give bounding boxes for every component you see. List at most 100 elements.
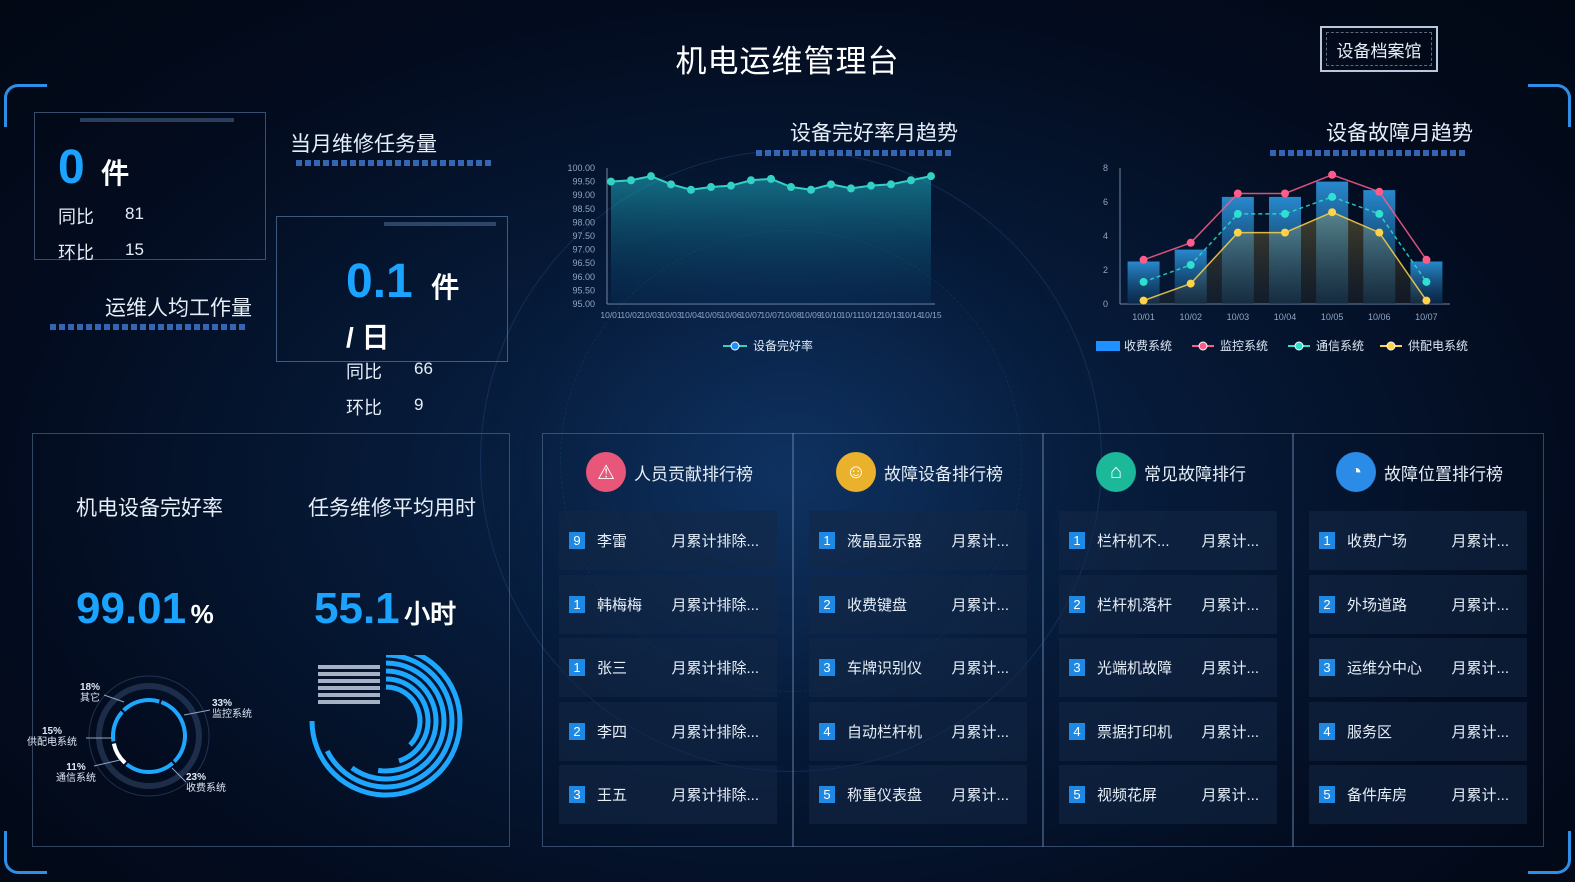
rank-desc: 月累计... [951, 723, 1009, 741]
list-item[interactable]: 1 栏杆机不... 月累计... [1059, 511, 1277, 570]
radial-category-label [318, 672, 380, 676]
monitor-system-point [1233, 189, 1242, 198]
list-item[interactable]: 4 服务区 月累计... [1309, 701, 1527, 761]
monthly-tasks-frame [34, 112, 266, 260]
list-item[interactable]: 1 收费广场 月累计... [1309, 511, 1527, 570]
rank-number: 5 [1319, 786, 1335, 804]
monthly-tasks-title-underline [296, 160, 491, 166]
rank-desc: 月累计排除... [671, 533, 759, 550]
rank-name: 王五 [597, 787, 628, 805]
rank-number: 5 [1069, 786, 1085, 804]
radial-category-label [318, 686, 380, 690]
rank-name: 备件库房 [1347, 787, 1408, 805]
rank-number: 2 [1319, 595, 1335, 613]
rank-desc: 月累计... [951, 787, 1009, 805]
list-item[interactable]: 4 票据打印机 月累计... [1059, 701, 1277, 761]
ranking-list-locations: 1 收费广场 月累计... 2 外场道路 月累计... 3 运维分中心 月累计... 4 服务… [1309, 511, 1527, 829]
legend-swatch [1096, 341, 1120, 351]
list-item[interactable]: 3 王五 月累计排除... [559, 765, 777, 825]
slice-leader-line [171, 767, 187, 783]
ranking-panel-4 [1292, 433, 1544, 847]
per-capita-title: 运维人均工作量 [105, 297, 252, 320]
list-item[interactable]: 5 视频花屏 月累计... [1059, 765, 1277, 825]
slice-percent: 11% [66, 762, 86, 773]
rank-name: 车牌识别仪 [847, 660, 923, 678]
repair-time-value: 55.1 [314, 584, 400, 633]
rank-desc: 月累计排除... [671, 723, 759, 741]
list-item[interactable]: 1 韩梅梅 月累计排除... [559, 574, 777, 634]
list-item[interactable]: 2 收费键盘 月累计... [809, 574, 1027, 634]
rank-desc: 月累计... [1451, 723, 1509, 741]
x-tick-label: 10/06 [1368, 312, 1391, 322]
radial-bar [385, 684, 423, 747]
rank-name: 称重仪表盘 [847, 787, 923, 805]
list-item[interactable]: 9 李雷 月累计排除... [559, 511, 777, 570]
availability-point [667, 180, 675, 189]
power-system-point [1328, 208, 1337, 217]
x-tick-label: 10/07 [740, 310, 762, 320]
per-capita-value-wrap: 0.1 件 [346, 254, 459, 309]
comm-system-point [1186, 260, 1195, 269]
availability-point [707, 183, 715, 192]
list-item[interactable]: 5 备件库房 月累计... [1309, 765, 1527, 825]
x-tick-label: 10/04 [1274, 312, 1297, 322]
list-item[interactable]: 3 车牌识别仪 月累计... [809, 638, 1027, 698]
monthly-tasks-value: 0 [58, 141, 85, 194]
x-tick-label: 10/01 [600, 310, 622, 320]
rank-name: 收费广场 [1347, 533, 1408, 550]
radial-bar [324, 655, 455, 790]
rank-name: 光端机故障 [1097, 660, 1173, 678]
rank-name: 张三 [597, 660, 628, 678]
fault-trend-chart: 8 6 4 2 0 10/01 10/02 10/03 10/04 10/05 10/06 10/07… [1096, 163, 1468, 353]
power-system-point [1139, 296, 1148, 305]
rank-name: 运维分中心 [1347, 660, 1423, 678]
fault-trend-title: 设备故障月趋势 [1326, 122, 1473, 145]
rank-number: 3 [819, 659, 835, 677]
list-item[interactable]: 1 液晶显示器 月累计... [809, 511, 1027, 570]
y-tick-label: 97.00 [572, 245, 595, 255]
y-tick-label: 99.00 [572, 190, 595, 200]
rank-name: 服务区 [1347, 723, 1393, 741]
list-item[interactable]: 4 自动栏杆机 月累计... [809, 701, 1027, 761]
donut-track [96, 683, 202, 789]
monitor-system-point [1186, 238, 1195, 247]
list-item[interactable]: 2 外场道路 月累计... [1309, 574, 1527, 634]
slice-leader-line [183, 709, 211, 716]
list-item[interactable]: 1 张三 月累计排除... [559, 638, 777, 698]
page-title: 机电运维管理台 [675, 44, 900, 79]
rank-desc: 月累计... [1201, 596, 1259, 614]
avg-repair-time-title: 任务维修平均用时 [308, 497, 476, 520]
comm-system-point [1139, 277, 1148, 286]
x-tick-label: 10/14 [900, 310, 922, 320]
list-item[interactable]: 5 称重仪表盘 月累计... [809, 765, 1027, 825]
ranking-title-faults: 常见故障排行 [1144, 464, 1246, 484]
archive-button[interactable]: 设备档案馆 [1320, 26, 1438, 72]
comm-system-point [1233, 209, 1242, 218]
corner-bracket-bottom-left [4, 831, 47, 874]
rank-number: 9 [569, 532, 585, 549]
slice-label: 供配电系统 [27, 735, 77, 748]
slice-percent: 23% [186, 772, 206, 783]
monthly-tasks-mom-value: 15 [125, 240, 144, 259]
list-item[interactable]: 2 李四 月累计排除... [559, 701, 777, 761]
monthly-tasks-value-wrap: 0 件 [58, 140, 129, 195]
availability-point [827, 180, 835, 189]
equipment-availability-title: 机电设备完好率 [76, 497, 223, 520]
x-tick-label: 10/05 [1321, 312, 1344, 322]
rank-desc: 月累计... [951, 660, 1009, 678]
location-icon: ◔ [1336, 452, 1376, 492]
availability-point [847, 184, 855, 193]
list-item[interactable]: 3 运维分中心 月累计... [1309, 638, 1527, 698]
rank-name: 票据打印机 [1097, 723, 1173, 741]
donut-slice [122, 698, 160, 712]
ranking-header-devices: ☺ 故障设备排行榜 [836, 452, 1003, 492]
donut-slice [111, 710, 124, 742]
x-tick-label: 10/03 [640, 310, 662, 320]
slice-percent: 15% [42, 726, 62, 737]
rank-desc: 月累计... [1201, 723, 1259, 741]
list-item[interactable]: 2 栏杆机落杆 月累计... [1059, 574, 1277, 634]
list-item[interactable]: 3 光端机故障 月累计... [1059, 638, 1277, 698]
availability-point [747, 176, 755, 185]
power-system-point [1233, 228, 1242, 237]
availability-point [627, 176, 635, 185]
